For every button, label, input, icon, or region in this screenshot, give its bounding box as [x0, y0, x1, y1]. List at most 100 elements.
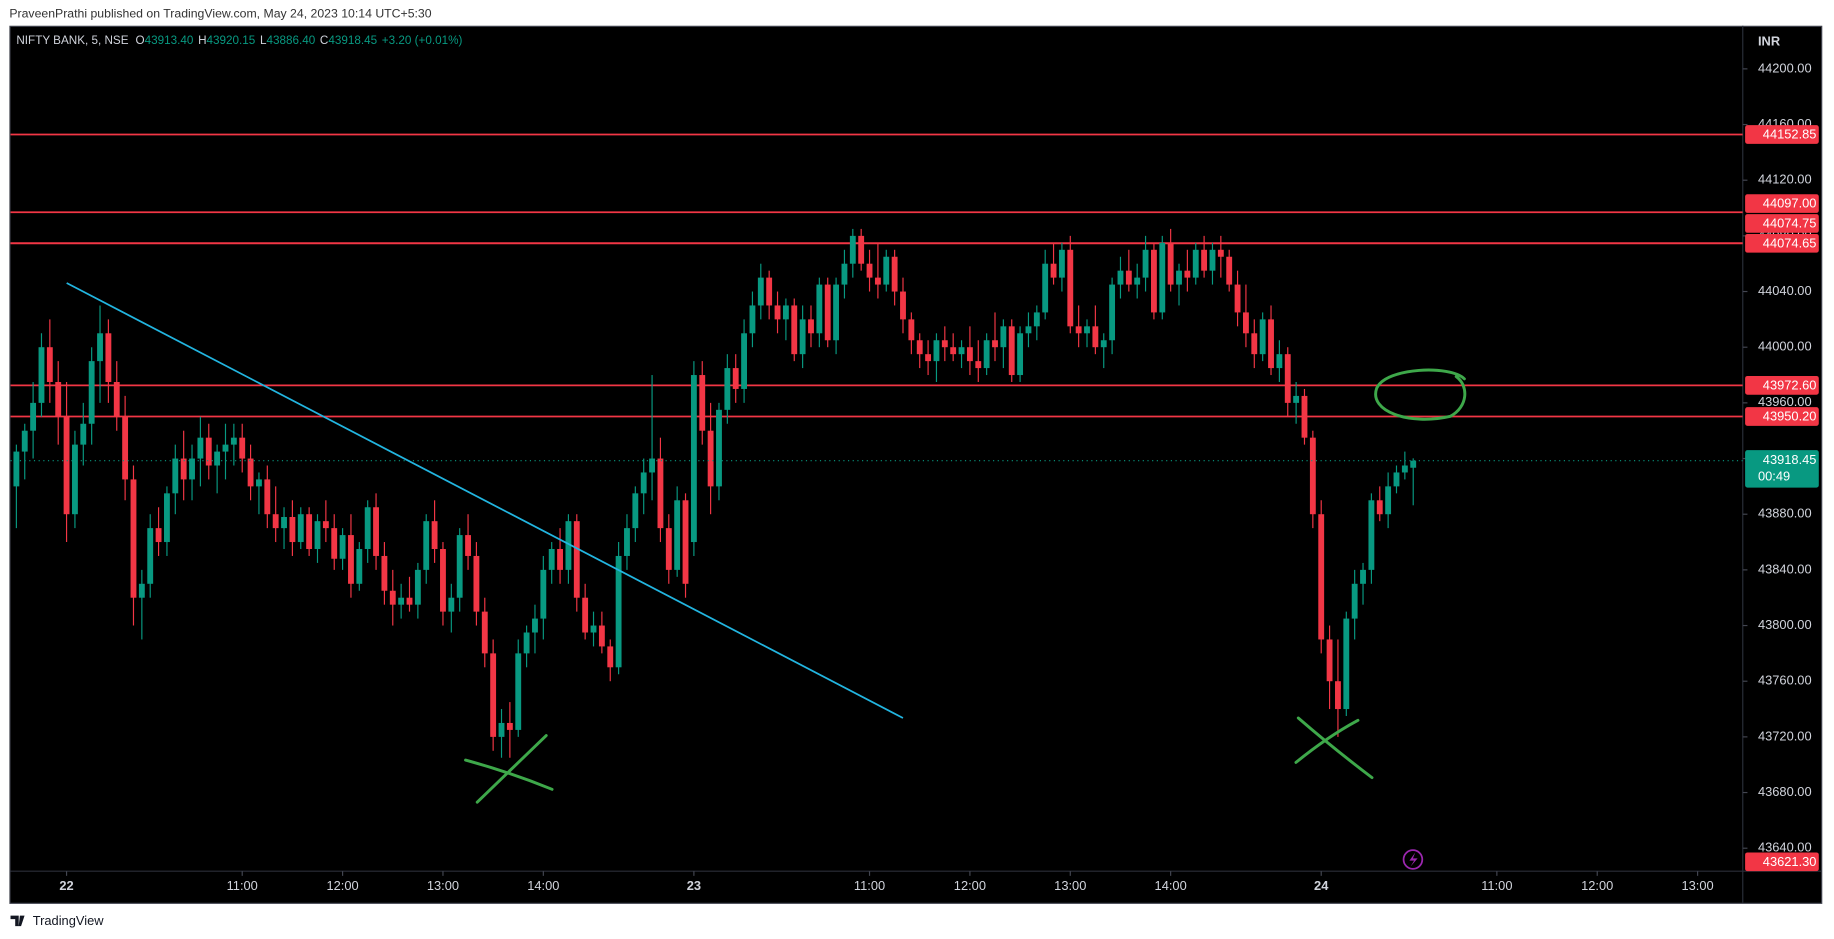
candle-body	[1017, 333, 1024, 376]
candle-body	[322, 521, 329, 529]
price-marker-label: 44074.75	[1763, 215, 1817, 230]
candle-body	[465, 535, 471, 556]
candle-body	[716, 409, 722, 487]
candle-body	[966, 347, 973, 362]
candle-body	[1109, 284, 1116, 341]
candle-body	[1117, 270, 1124, 285]
candle-body	[858, 235, 865, 264]
candle-body	[13, 451, 20, 487]
candle-body	[1008, 326, 1015, 376]
candle-body	[1360, 569, 1366, 584]
candle-body	[548, 549, 555, 570]
y-tick-label: 44040.00	[1758, 283, 1812, 298]
plot-layer: 44200.0044160.0044120.0044080.0044040.00…	[10, 60, 1819, 893]
candle-body	[389, 590, 396, 605]
candle-body	[373, 507, 379, 556]
candle-body	[1251, 333, 1258, 355]
y-tick-label: 44120.00	[1758, 172, 1812, 187]
candle-body	[866, 263, 873, 278]
candle-body	[908, 319, 915, 341]
candle-body	[950, 347, 957, 355]
legend: NIFTY BANK, 5, NSE O43913.40 H43920.15 L438…	[16, 34, 462, 47]
price-marker	[1745, 852, 1819, 872]
price-marker-label: 44152.85	[1763, 126, 1817, 141]
candle-body	[272, 514, 279, 529]
candle-body	[624, 528, 630, 556]
candle-body	[1025, 326, 1032, 334]
candle-body	[1268, 319, 1274, 369]
candle-body	[565, 521, 572, 570]
candle-body	[456, 535, 463, 598]
candle-body	[557, 549, 563, 570]
candle-body	[1075, 326, 1082, 334]
price-marker	[1745, 375, 1819, 395]
candle-body	[983, 340, 990, 369]
candle-body	[816, 284, 823, 334]
candle-body	[1167, 242, 1174, 285]
price-marker-label: 44074.65	[1763, 235, 1817, 250]
current-price-marker	[1745, 450, 1819, 488]
legend-value: 43918.45	[328, 34, 377, 47]
candle-body	[849, 235, 856, 264]
price-marker-label: 43621.30	[1763, 854, 1817, 869]
candle-body	[506, 722, 513, 730]
candle-body	[1385, 486, 1392, 515]
candle-body	[1100, 340, 1107, 348]
x-tick-label: 11:00	[227, 878, 258, 893]
y-tick-label: 43880.00	[1758, 506, 1812, 521]
candle-body	[448, 597, 455, 612]
candle-body	[808, 319, 814, 334]
candle-body	[1125, 270, 1132, 285]
candle-body	[757, 277, 764, 306]
y-tick-label: 43960.00	[1758, 394, 1812, 409]
candle-body	[189, 458, 195, 480]
candle-body	[582, 597, 589, 633]
published-note: PraveenPrathi published on TradingView.c…	[9, 6, 431, 20]
candle-body	[1335, 681, 1341, 710]
candle-body	[1284, 354, 1291, 403]
price-marker	[1745, 214, 1819, 233]
candle-body	[122, 416, 129, 480]
candle-body	[682, 500, 689, 584]
x-tick-label: 23	[687, 878, 701, 893]
candle-body	[1050, 263, 1057, 278]
candle-body	[649, 458, 655, 473]
candle-body	[431, 521, 438, 550]
candle-body	[297, 514, 304, 543]
candle-body	[724, 368, 731, 410]
candle-body	[1209, 249, 1216, 271]
y-tick-label: 44200.00	[1758, 60, 1812, 75]
candle-body	[598, 625, 605, 647]
candle-body	[833, 284, 840, 341]
replay-icon[interactable]	[1402, 849, 1424, 870]
candle-body	[992, 340, 998, 348]
y-tick-label: 43840.00	[1758, 561, 1812, 576]
candle-body	[1301, 395, 1308, 438]
x-tick-label: 14:00	[1155, 878, 1187, 893]
price-marker	[1745, 194, 1819, 213]
candle-body	[749, 305, 756, 334]
brand-logo	[10, 915, 25, 927]
candle-body	[916, 340, 923, 355]
candle-body	[97, 333, 103, 362]
y-tick-label: 43680.00	[1758, 784, 1812, 799]
y-tick-label: 44000.00	[1758, 339, 1812, 354]
candle-body	[205, 437, 212, 466]
candle-body	[105, 333, 112, 382]
candle-body	[1033, 312, 1040, 327]
candle-body	[615, 555, 622, 668]
candle-body	[214, 451, 221, 466]
candle-body	[1184, 270, 1191, 278]
candle-body	[197, 437, 204, 459]
cross-mark	[1294, 716, 1374, 780]
candle-body	[732, 368, 739, 389]
candle-body	[1401, 465, 1408, 473]
y-tick-label: 43640.00	[1758, 840, 1812, 855]
x-tick-label: 13:00	[1682, 878, 1714, 893]
candle-body	[1150, 249, 1157, 313]
x-tick-label: 11:00	[854, 878, 885, 893]
candle-body	[314, 521, 321, 550]
candle-body	[80, 423, 87, 445]
candle-body	[1259, 319, 1266, 355]
